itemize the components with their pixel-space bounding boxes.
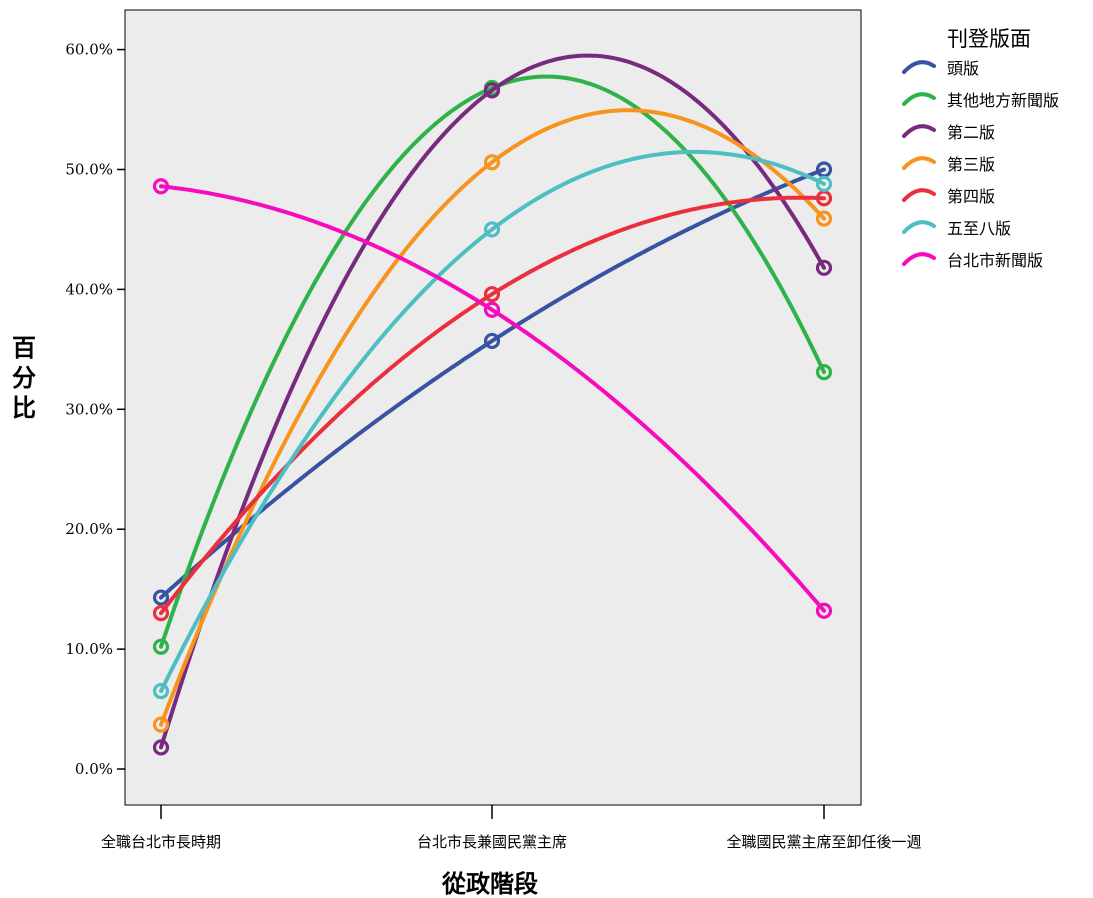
legend-swatch — [902, 252, 936, 266]
series-3 — [152, 108, 833, 733]
y-tick-label: 60.0% — [65, 41, 113, 59]
data-point — [483, 221, 501, 238]
series-line — [159, 184, 826, 613]
series-line — [159, 149, 826, 694]
x-tick-label: 全職台北市長時期 — [101, 833, 221, 851]
x-tick-label: 台北市長兼國民黨主席 — [417, 833, 567, 851]
legend-label: 頭版 — [947, 59, 979, 78]
y-tick-label: 20.0% — [65, 520, 113, 538]
data-point — [483, 301, 501, 318]
data-point — [483, 286, 501, 303]
series-line — [159, 195, 826, 616]
legend-label: 第二版 — [947, 123, 995, 142]
data-point — [483, 154, 501, 171]
x-tick-label: 全職國民黨主席至卸任後一週 — [726, 833, 921, 851]
series-0 — [152, 161, 833, 606]
legend-swatch — [902, 124, 936, 138]
plot-area — [124, 9, 862, 806]
series-line — [159, 53, 826, 750]
y-axis-title: 百分比 — [12, 334, 36, 422]
data-point — [815, 259, 833, 276]
series-layer — [152, 53, 833, 756]
y-tick-label: 40.0% — [65, 280, 113, 298]
data-point — [152, 716, 170, 733]
series-2 — [152, 53, 833, 756]
data-point — [815, 175, 833, 192]
series-6 — [152, 178, 833, 619]
legend-label: 第三版 — [947, 155, 995, 174]
data-point — [483, 332, 501, 350]
data-point — [815, 602, 833, 619]
series-line — [159, 167, 826, 600]
series-4 — [152, 190, 833, 622]
data-point — [815, 364, 833, 381]
series-5 — [152, 149, 833, 700]
data-point — [483, 82, 501, 99]
legend-swatch — [902, 156, 936, 170]
x-axis-title: 從政階段 — [441, 870, 538, 898]
y-tick-label: 10.0% — [65, 640, 113, 658]
legend-swatch — [902, 92, 936, 106]
data-point — [815, 210, 833, 227]
y-axis: 0.0% 10.0% 20.0% 30.0% 40.0% 50.0% 60.0% — [65, 41, 125, 778]
data-point — [152, 589, 170, 606]
data-point — [152, 178, 170, 195]
legend-label: 五至八版 — [947, 219, 1011, 238]
y-tick-label: 30.0% — [65, 400, 113, 418]
y-tick-label: 50.0% — [65, 160, 113, 178]
data-point — [152, 638, 170, 655]
series-line — [159, 108, 826, 727]
legend-label: 其他地方新聞版 — [947, 91, 1059, 110]
legend-label: 第四版 — [947, 187, 995, 206]
y-tick-label: 0.0% — [75, 760, 113, 778]
data-point — [152, 682, 170, 700]
data-point — [152, 739, 170, 756]
data-point — [152, 605, 170, 622]
legend-swatch — [902, 60, 936, 74]
legend-title: 刊登版面 — [947, 27, 1031, 51]
legend-label: 台北市新聞版 — [947, 251, 1043, 270]
legend-swatch — [902, 188, 936, 202]
x-axis: 全職台北市長時期 台北市長兼國民黨主席 全職國民黨主席至卸任後一週 — [101, 805, 922, 851]
legend-swatch — [902, 220, 936, 234]
